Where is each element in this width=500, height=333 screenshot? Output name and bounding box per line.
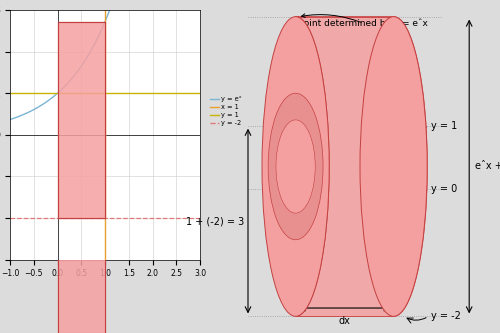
Ellipse shape [262, 17, 329, 316]
Polygon shape [296, 17, 427, 316]
Text: y = -2: y = -2 [432, 311, 462, 321]
Text: y = 0: y = 0 [432, 184, 458, 194]
Polygon shape [58, 22, 105, 218]
Text: 1 + (-2) = 3: 1 + (-2) = 3 [186, 216, 244, 226]
Text: eˆx + 2: eˆx + 2 [475, 162, 500, 171]
Ellipse shape [360, 17, 427, 316]
Ellipse shape [276, 120, 315, 213]
Text: point determined by y = eˆx: point determined by y = eˆx [298, 14, 428, 28]
Legend: y = eˣ, x = 1, y = 1, y = -2: y = eˣ, x = 1, y = 1, y = -2 [207, 93, 244, 129]
Text: y = 1: y = 1 [432, 121, 458, 131]
Ellipse shape [268, 93, 323, 240]
Text: dx: dx [338, 316, 350, 326]
Polygon shape [58, 260, 105, 333]
